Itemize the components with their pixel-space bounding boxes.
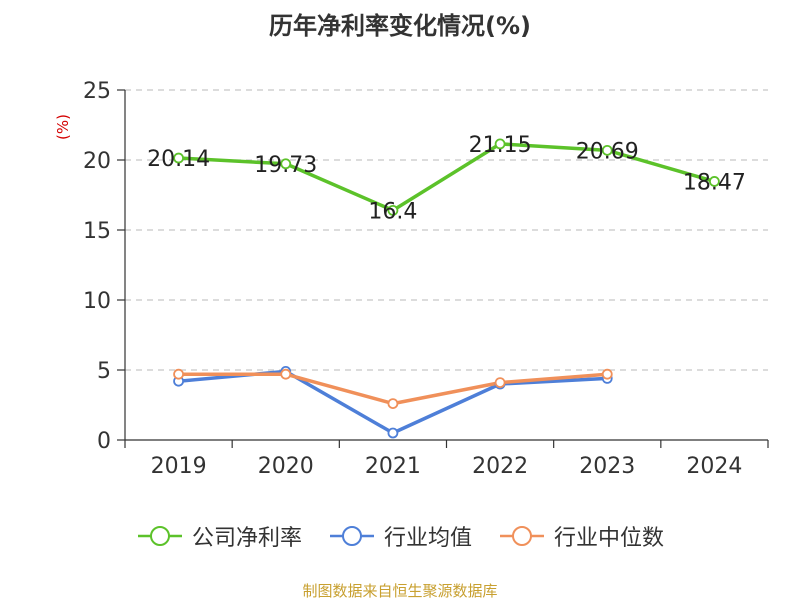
data-point bbox=[601, 144, 613, 156]
y-tick-label: 20 bbox=[83, 149, 111, 174]
y-tick-label: 15 bbox=[83, 219, 111, 244]
legend-item[interactable]: 行业中位数 bbox=[498, 520, 664, 552]
x-tick-label: 2019 bbox=[151, 454, 207, 479]
x-tick-label: 2021 bbox=[365, 454, 421, 479]
legend-label: 行业均值 bbox=[383, 526, 472, 551]
data-point bbox=[494, 377, 506, 389]
data-label: 16.4 bbox=[368, 199, 417, 224]
x-tick-label: 2024 bbox=[686, 454, 742, 479]
data-point bbox=[601, 368, 613, 380]
y-axis-label: (%) bbox=[54, 114, 72, 140]
series-layer bbox=[173, 138, 720, 439]
data-label: 19.73 bbox=[254, 153, 317, 178]
axis-layer: 0 5 10 15 20 25 2019 2020 2021 2022 2023 2024 (%) bbox=[54, 79, 769, 479]
legend-marker-icon bbox=[500, 526, 544, 546]
legend-label: 行业中位数 bbox=[554, 526, 665, 551]
legend-item[interactable]: 行业均值 bbox=[328, 520, 472, 552]
x-tick-label: 2020 bbox=[258, 454, 314, 479]
legend-marker-icon bbox=[137, 526, 182, 546]
data-point bbox=[280, 368, 292, 380]
grid-layer bbox=[125, 89, 768, 371]
data-label: 20.14 bbox=[147, 147, 210, 172]
data-point bbox=[494, 138, 506, 150]
y-tick-label: 25 bbox=[83, 79, 111, 104]
x-tick-label: 2022 bbox=[472, 454, 528, 479]
data-point bbox=[709, 176, 720, 187]
source-note: 制图数据来自恒生聚源数据库 bbox=[302, 582, 498, 600]
y-tick-label: 0 bbox=[97, 429, 111, 454]
data-point bbox=[387, 398, 399, 410]
series-line bbox=[178, 142, 715, 213]
y-tick-label: 5 bbox=[97, 359, 111, 384]
data-point bbox=[280, 158, 292, 170]
legend-label: 公司净利率 bbox=[191, 526, 302, 551]
chart-title: 历年净利率变化情况(%) bbox=[269, 12, 531, 40]
data-label: 21.15 bbox=[469, 133, 532, 158]
y-tick-label: 10 bbox=[83, 289, 111, 314]
data-point bbox=[173, 368, 184, 380]
legend: 公司净利率 行业均值 行业中位数 bbox=[0, 520, 800, 552]
data-point bbox=[387, 204, 399, 216]
data-label: 18.47 bbox=[683, 170, 746, 195]
data-point bbox=[173, 152, 184, 164]
data-point bbox=[387, 427, 399, 439]
legend-item[interactable]: 公司净利率 bbox=[136, 520, 302, 552]
data-label-layer: 20.14 19.73 16.4 21.15 20.69 18.47 bbox=[147, 133, 746, 225]
data-label: 20.69 bbox=[576, 139, 639, 164]
legend-marker-icon bbox=[329, 526, 374, 546]
x-tick-label: 2023 bbox=[579, 454, 635, 479]
